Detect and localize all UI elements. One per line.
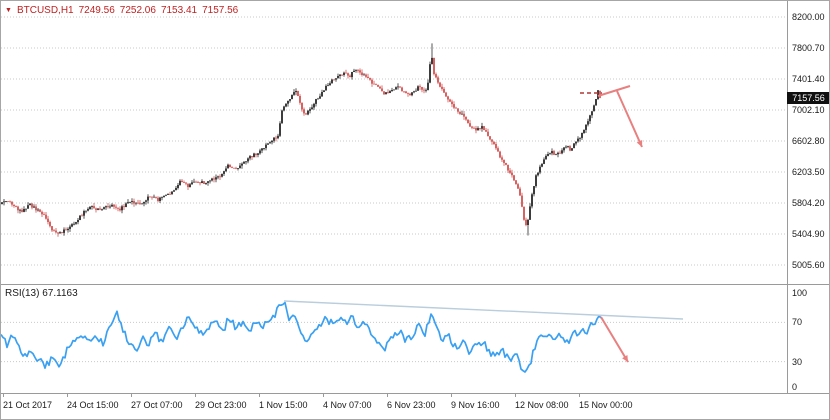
time-axis-label: 12 Nov 08:00: [515, 400, 569, 410]
time-axis-tick: [195, 394, 196, 397]
current-price-tag: 7157.56: [787, 92, 829, 104]
low-value: 7153.41: [160, 5, 198, 16]
rsi-indicator-label: RSI(13) 67.1163: [5, 288, 78, 299]
time-axis-tick: [451, 394, 452, 397]
panel-divider[interactable]: [1, 284, 829, 285]
time-axis-tick: [579, 394, 580, 397]
grid-lines: [1, 16, 787, 363]
rsi-trendline: [283, 300, 684, 320]
price-axis-label: 5804.20: [792, 198, 825, 208]
time-axis-tick: [259, 394, 260, 397]
candles-layer: [1, 43, 601, 237]
chart-marker-icon: ▼: [5, 7, 12, 14]
rsi-line: [1, 301, 602, 373]
time-axis-tick: [515, 394, 516, 397]
rsi-projection-arrow: [600, 316, 629, 363]
time-axis-tick: [67, 394, 68, 397]
price-axis-label: 8200.00: [792, 12, 825, 22]
time-axis-label: 21 Oct 2017: [3, 400, 53, 410]
rsi-axis-label: 30: [792, 357, 803, 367]
chart-header: ▼ BTCUSD,H1 7249.56 7252.06 7153.41 7157…: [5, 5, 238, 16]
time-axis-tick: [323, 394, 324, 397]
time-axis-label: 1 Nov 15:00: [259, 400, 308, 410]
price-projection-rise: [597, 85, 631, 97]
time-axis-label: 6 Nov 23:00: [387, 400, 436, 410]
symbol-timeframe-label: BTCUSD,H1: [16, 5, 74, 16]
high-value: 7252.06: [119, 5, 156, 16]
price-axis-label: 7401.40: [792, 74, 825, 84]
time-axis-tick: [131, 394, 132, 397]
price-axis-label: 7800.70: [792, 43, 825, 53]
price-axis-label: 5404.90: [792, 229, 825, 239]
close-value: 7157.56: [202, 5, 239, 16]
price-axis[interactable]: 7157.56 8200.00 7800.70 7401.40 7002.10 6602…: [787, 1, 829, 393]
time-axis[interactable]: 21 Oct 2017 24 Oct 15:00 27 Oct 07:00 29 Oc…: [1, 393, 829, 419]
price-axis-label: 6203.50: [792, 167, 825, 177]
rsi-axis-label: 70: [792, 317, 803, 327]
price-axis-label: 6602.80: [792, 136, 825, 146]
price-axis-label: 7002.10: [792, 105, 825, 115]
rsi-axis-label: 0: [792, 382, 798, 392]
annotations-layer[interactable]: [283, 85, 684, 363]
time-axis-tick: [3, 394, 4, 397]
time-axis-label: 4 Nov 07:00: [323, 400, 372, 410]
time-axis-label: 24 Oct 15:00: [67, 400, 119, 410]
price-projection-arrow-head: [636, 140, 643, 147]
price-projection-arrow: [616, 90, 643, 148]
time-axis-tick: [387, 394, 388, 397]
time-axis-label: 27 Oct 07:00: [131, 400, 183, 410]
rsi-projection-arrow-head: [622, 355, 628, 362]
time-axis-label: 15 Nov 00:00: [579, 400, 633, 410]
rsi-axis-label: 100: [792, 288, 808, 298]
open-value: 7249.56: [78, 5, 115, 16]
chart-plot-area[interactable]: [1, 1, 787, 393]
time-axis-label: 29 Oct 23:00: [195, 400, 247, 410]
time-axis-label: 9 Nov 16:00: [451, 400, 500, 410]
price-axis-label: 5005.60: [792, 260, 825, 270]
